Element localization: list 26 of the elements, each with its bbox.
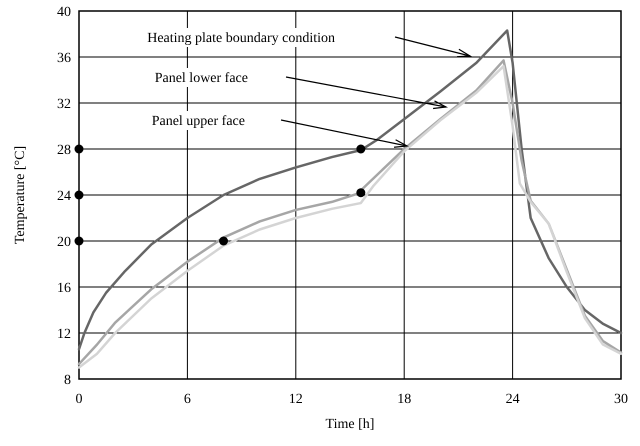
y-tick-label: 8 (64, 373, 71, 388)
y-tick-label: 16 (57, 281, 71, 296)
y-tick-label: 36 (57, 51, 71, 66)
y-tick-label: 20 (57, 235, 71, 250)
annotation: Panel upper face (152, 114, 245, 129)
y-tick-label: 12 (57, 327, 71, 342)
annotation: Heating plate boundary condition (147, 31, 335, 46)
point (74, 190, 84, 200)
x-tick-label: 30 (614, 392, 628, 407)
point (219, 236, 228, 246)
y-tick-label: 24 (57, 189, 71, 204)
point (356, 188, 366, 198)
y-tick-label: 32 (57, 97, 71, 112)
x-tick-label: 6 (184, 392, 191, 407)
y-axis-title: Temperature [°C] (13, 146, 28, 244)
y-tick-label: 28 (57, 143, 71, 158)
x-tick-label: 0 (76, 392, 82, 407)
x-tick-label: 12 (288, 392, 303, 407)
x-axis-title: Time [h] (326, 417, 374, 432)
annotation: Panel lower face (154, 71, 248, 86)
x-tick-label: 24 (506, 392, 520, 407)
y-tick-label: 40 (57, 5, 71, 20)
point (356, 144, 366, 154)
point (74, 236, 84, 246)
point (74, 144, 84, 154)
x-tick-label: 18 (397, 392, 412, 407)
